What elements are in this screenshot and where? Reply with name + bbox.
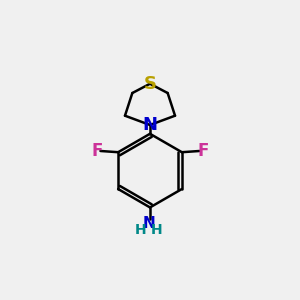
Text: H: H (135, 223, 146, 237)
Text: N: N (142, 216, 155, 231)
Text: N: N (142, 116, 158, 134)
Text: F: F (91, 142, 103, 160)
Text: H: H (151, 223, 162, 237)
Text: F: F (197, 142, 209, 160)
Text: S: S (143, 75, 157, 93)
